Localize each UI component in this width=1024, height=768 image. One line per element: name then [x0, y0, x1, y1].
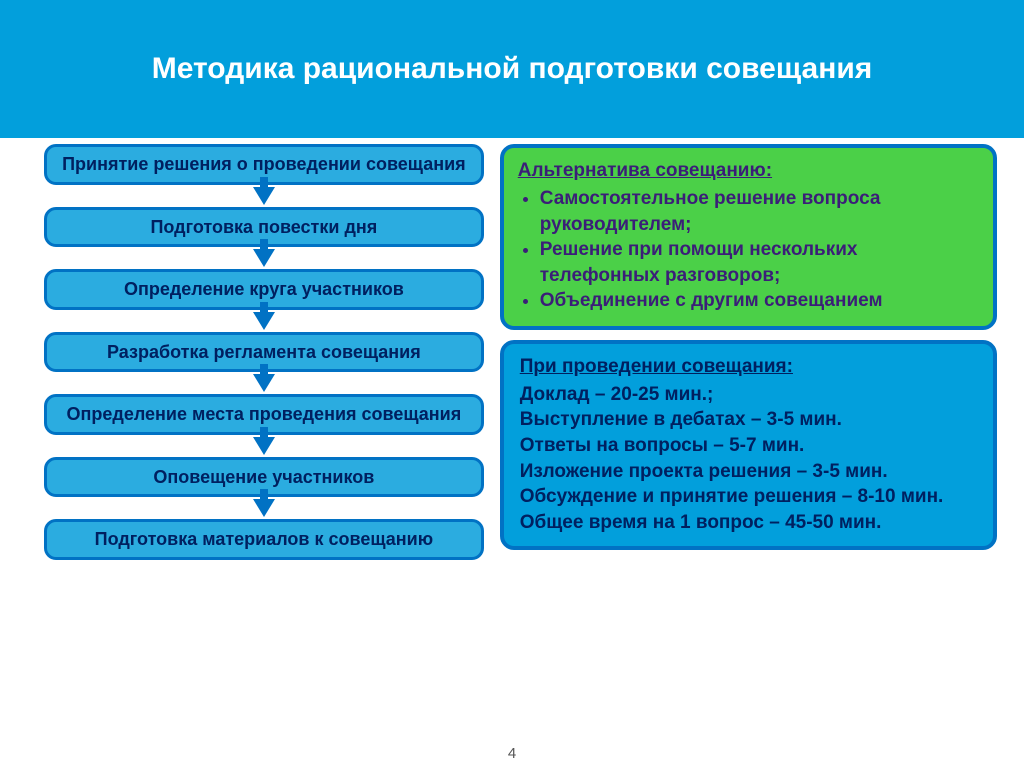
- timing-line: Доклад – 20-25 мин.;: [520, 382, 979, 408]
- alternatives-title: Альтернатива совещанию:: [518, 158, 979, 184]
- list-item: Решение при помощи нескольких телефонных…: [540, 237, 979, 288]
- list-item: Объединение с другим совещанием: [540, 288, 979, 314]
- list-item: Самостоятельное решение вопроса руководи…: [540, 186, 979, 237]
- flow-step: Подготовка материалов к совещанию: [44, 519, 484, 560]
- timing-title: При проведении совещания:: [520, 354, 979, 380]
- slide-title: Методика рациональной подготовки совещан…: [152, 50, 873, 88]
- timing-line: Обсуждение и принятие решения – 8-10 мин…: [520, 484, 979, 510]
- timing-line: Изложение проекта решения – 3-5 мин.: [520, 459, 979, 485]
- alternatives-list: Самостоятельное решение вопроса руководи…: [518, 186, 979, 314]
- right-panels: Альтернатива совещанию: Самостоятельное …: [500, 144, 997, 768]
- timing-line: Выступление в дебатах – 3-5 мин.: [520, 407, 979, 433]
- flowchart: Принятие решения о проведении совещания …: [44, 144, 484, 768]
- arrow-down-icon: [253, 312, 275, 330]
- timing-box: При проведении совещания: Доклад – 20-25…: [500, 340, 997, 549]
- title-bar: Методика рациональной подготовки совещан…: [0, 0, 1024, 138]
- arrow-down-icon: [253, 437, 275, 455]
- timing-line: Ответы на вопросы – 5-7 мин.: [520, 433, 979, 459]
- arrow-down-icon: [253, 249, 275, 267]
- arrow-down-icon: [253, 374, 275, 392]
- arrow-down-icon: [253, 499, 275, 517]
- arrow-down-icon: [253, 187, 275, 205]
- content-area: Принятие решения о проведении совещания …: [0, 138, 1024, 768]
- timing-line: Общее время на 1 вопрос – 45-50 мин.: [520, 510, 979, 536]
- alternatives-box: Альтернатива совещанию: Самостоятельное …: [500, 144, 997, 330]
- slide: Методика рациональной подготовки совещан…: [0, 0, 1024, 768]
- page-number: 4: [508, 745, 516, 762]
